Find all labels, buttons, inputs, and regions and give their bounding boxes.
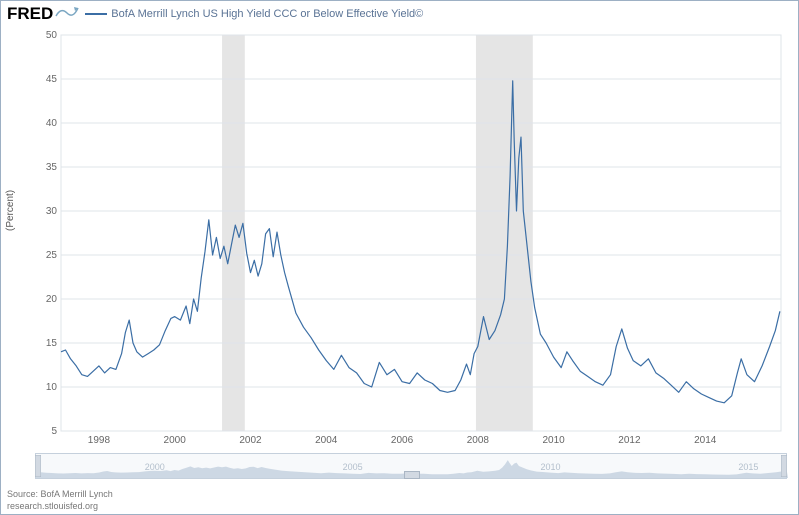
logo-swoosh-icon	[55, 4, 79, 24]
main-chart[interactable]: 5 10 15 20 25 30 35 40 45 50 1998 2000 2002 2004 2006 2…	[35, 31, 787, 449]
legend-line-swatch	[85, 13, 107, 15]
logo-text: FRED	[7, 4, 53, 24]
svg-text:2002: 2002	[239, 435, 262, 446]
svg-text:25: 25	[46, 250, 58, 261]
svg-text:2015: 2015	[738, 462, 758, 472]
svg-text:2006: 2006	[391, 435, 414, 446]
svg-text:10: 10	[46, 382, 58, 393]
footer: Source: BofA Merrill Lynch research.stlo…	[7, 488, 113, 512]
svg-text:2004: 2004	[315, 435, 338, 446]
attribution-text: research.stlouisfed.org	[7, 500, 113, 512]
svg-text:45: 45	[46, 74, 58, 85]
svg-text:2000: 2000	[164, 435, 187, 446]
fred-logo: FRED	[7, 4, 79, 24]
svg-text:1998: 1998	[88, 435, 111, 446]
svg-text:15: 15	[46, 338, 58, 349]
header: FRED BofA Merrill Lynch US High Yield CC…	[1, 1, 798, 25]
svg-text:2000: 2000	[145, 462, 165, 472]
svg-text:2010: 2010	[541, 462, 561, 472]
svg-text:20: 20	[46, 294, 58, 305]
svg-text:2012: 2012	[618, 435, 641, 446]
overview-left-handle[interactable]	[35, 455, 41, 477]
svg-text:2008: 2008	[467, 435, 490, 446]
svg-text:40: 40	[46, 118, 58, 129]
svg-text:30: 30	[46, 206, 58, 217]
svg-text:50: 50	[46, 31, 58, 41]
overview-timeline[interactable]: 2000 2005 2010 2015	[35, 453, 787, 479]
svg-text:35: 35	[46, 162, 58, 173]
overview-scrub-handle[interactable]	[404, 471, 420, 479]
overview-right-handle[interactable]	[781, 455, 787, 477]
svg-text:2014: 2014	[694, 435, 717, 446]
svg-text:2005: 2005	[343, 462, 363, 472]
svg-text:2010: 2010	[543, 435, 566, 446]
source-text: Source: BofA Merrill Lynch	[7, 488, 113, 500]
legend-series-label: BofA Merrill Lynch US High Yield CCC or …	[111, 8, 423, 20]
svg-text:5: 5	[51, 426, 57, 437]
fred-chart-container: FRED BofA Merrill Lynch US High Yield CC…	[0, 0, 799, 515]
y-axis-label: (Percent)	[5, 190, 16, 231]
